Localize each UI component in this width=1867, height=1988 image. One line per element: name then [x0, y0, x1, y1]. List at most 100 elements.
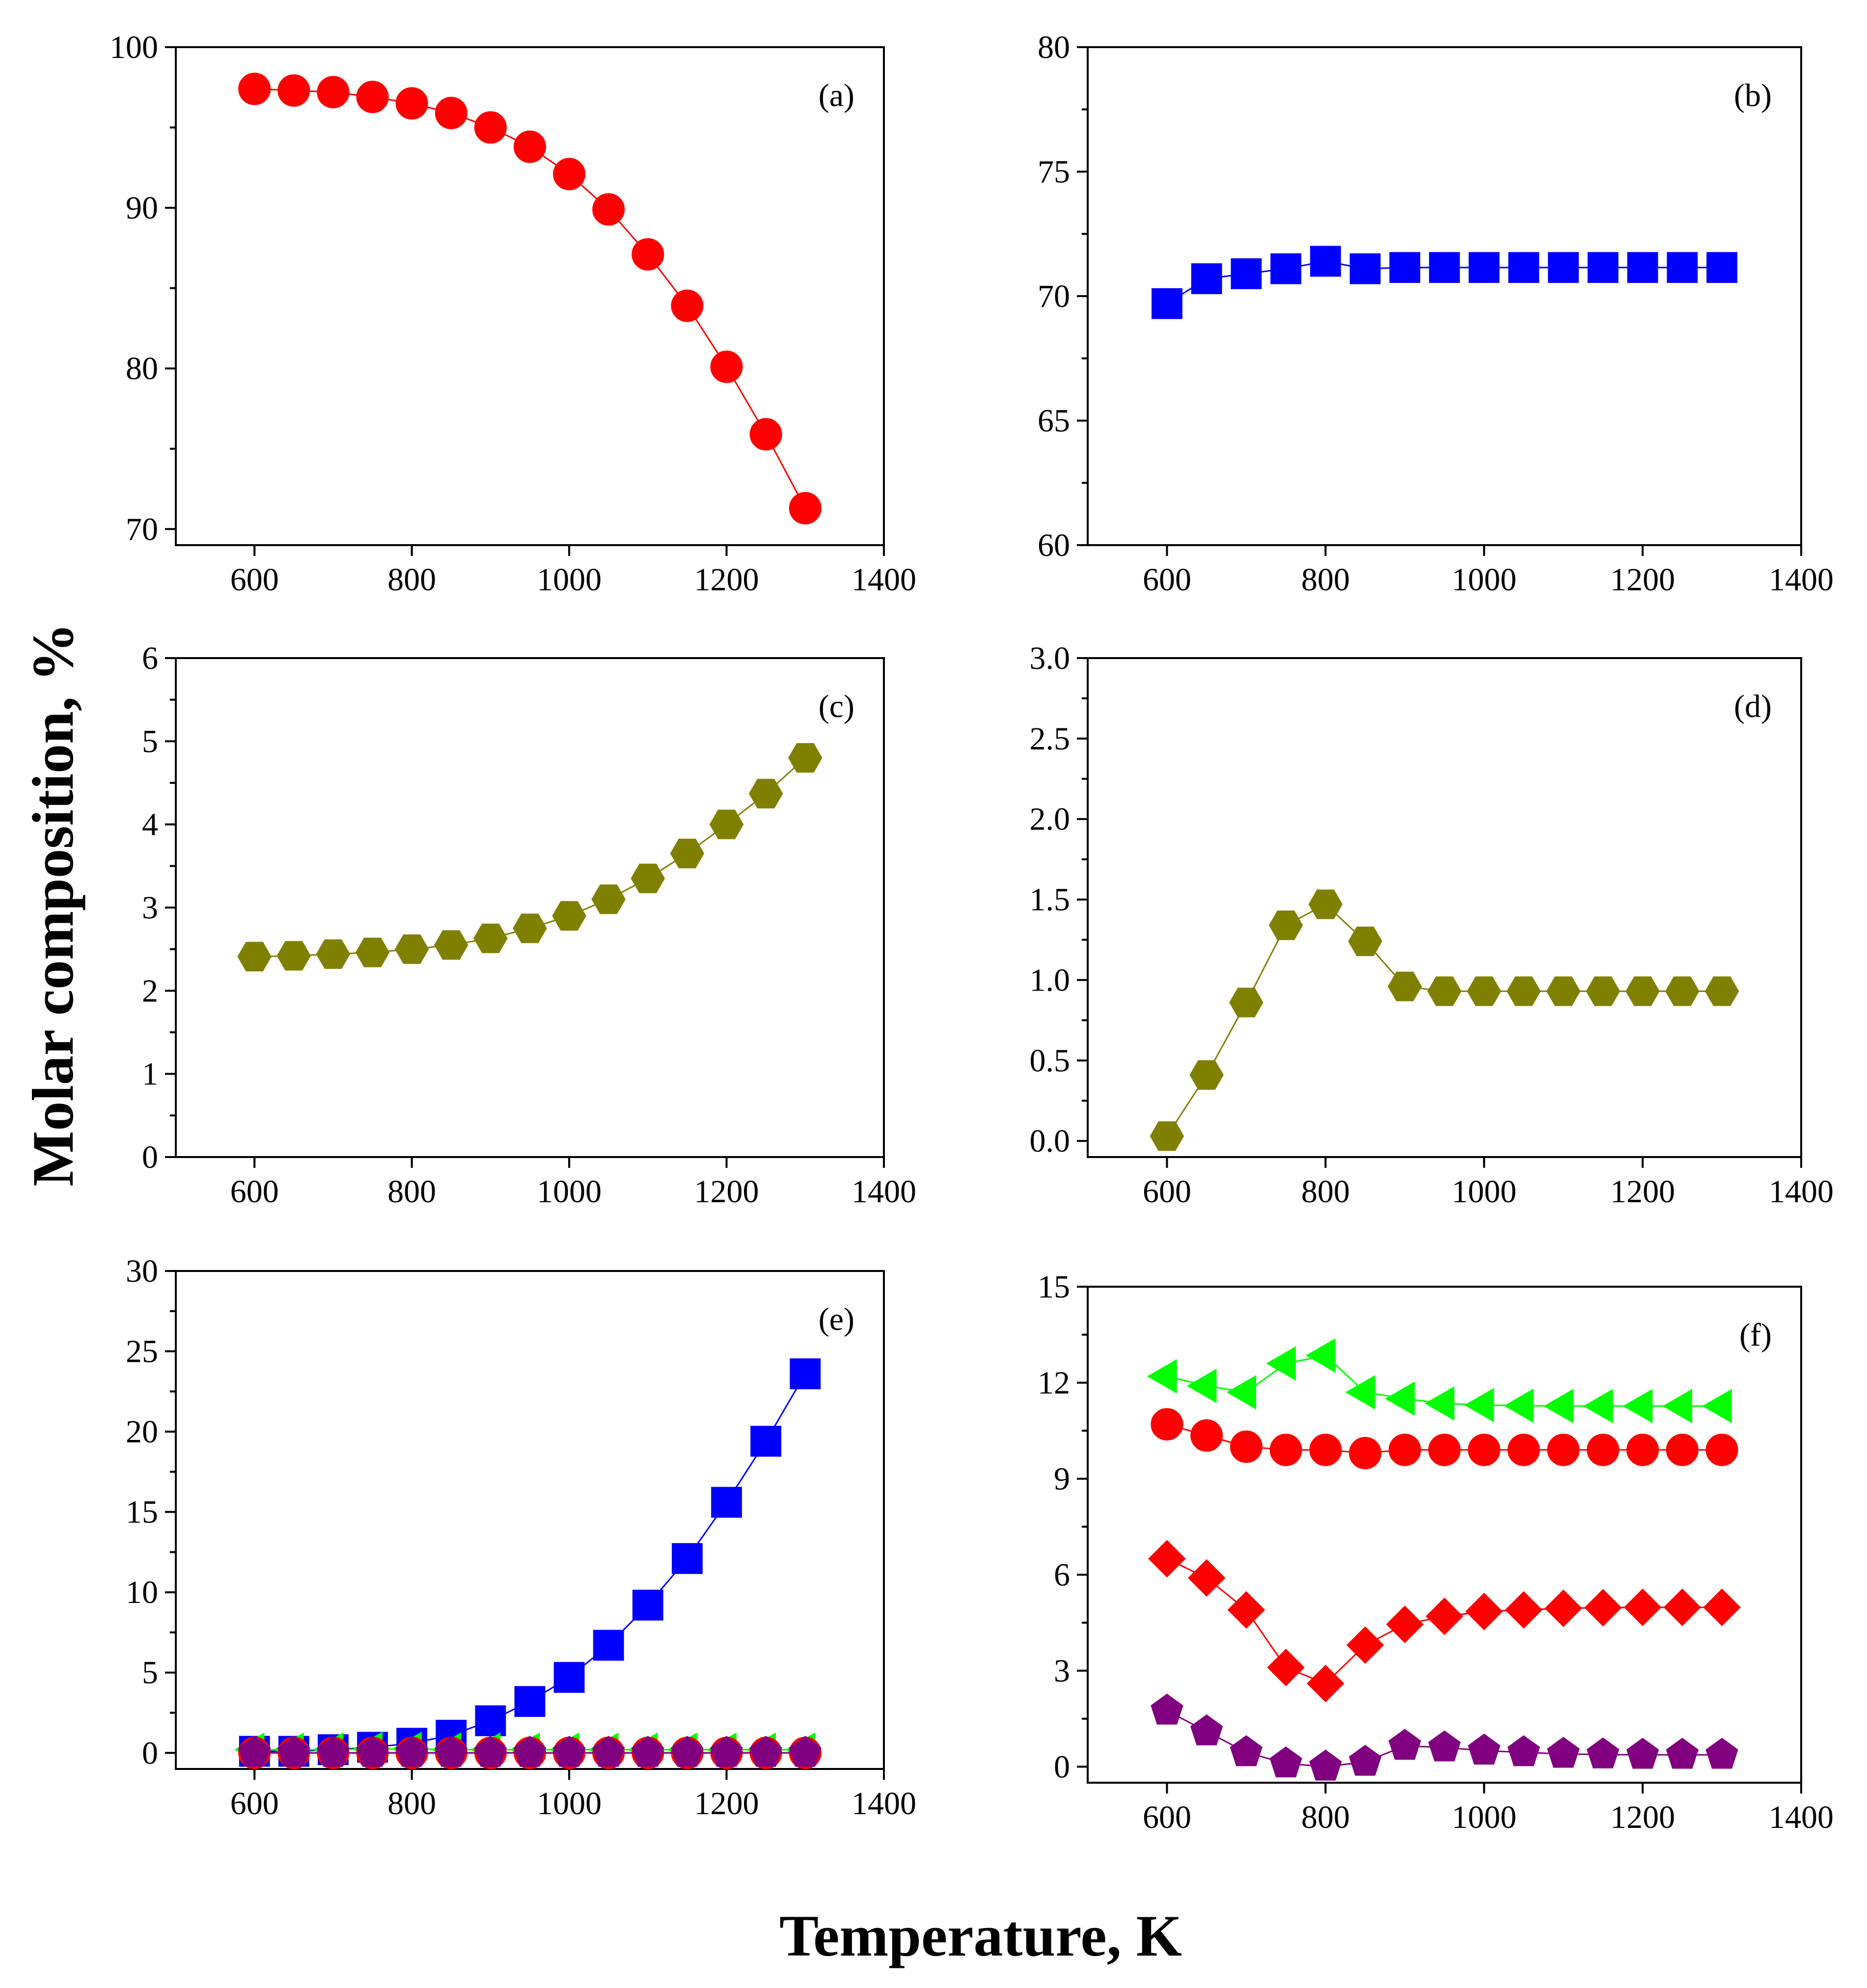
data-point	[1425, 1386, 1455, 1421]
data-point	[1310, 246, 1341, 277]
data-point	[1705, 1434, 1738, 1466]
data-point	[1308, 889, 1343, 919]
data-point	[790, 1358, 821, 1389]
data-point	[789, 1736, 822, 1767]
data-point	[1150, 1121, 1184, 1151]
data-point	[1345, 1375, 1375, 1410]
data-point	[1505, 1591, 1543, 1629]
y-tick-label: 3.0	[1030, 640, 1071, 676]
data-point	[1504, 1388, 1534, 1423]
data-point	[474, 111, 507, 144]
data-point	[1468, 252, 1500, 283]
data-point	[1547, 1434, 1580, 1466]
x-tick-label: 1400	[851, 1174, 916, 1210]
data-point	[748, 778, 783, 809]
data-point	[671, 289, 704, 322]
data-point	[317, 76, 350, 109]
data-point	[1147, 1359, 1177, 1394]
data-point	[1468, 1434, 1501, 1466]
x-tick-label: 1400	[851, 562, 916, 598]
data-point	[316, 939, 351, 969]
series-series-1	[237, 743, 823, 971]
data-point	[1386, 1605, 1424, 1643]
data-point	[1429, 252, 1460, 283]
data-point	[631, 238, 664, 271]
y-tick-label: 10	[126, 1574, 158, 1610]
y-tick-label: 25	[126, 1334, 158, 1370]
x-tick-label: 1200	[694, 562, 759, 598]
series-series-triangle	[1147, 1338, 1732, 1424]
data-point	[1468, 1733, 1501, 1765]
data-point	[1622, 1389, 1653, 1424]
data-point	[1269, 1746, 1302, 1778]
data-point	[475, 1705, 506, 1737]
x-tick-label: 1200	[694, 1786, 759, 1822]
data-point	[435, 97, 467, 130]
data-point	[1427, 976, 1462, 1006]
data-point	[394, 934, 429, 964]
data-point	[592, 193, 625, 226]
data-point	[553, 1736, 586, 1767]
data-point	[1663, 1588, 1702, 1627]
x-tick-label: 1000	[1452, 1799, 1516, 1835]
data-point	[1587, 1737, 1620, 1768]
data-point	[1186, 1368, 1217, 1404]
x-tick-label: 1400	[1769, 562, 1834, 598]
data-point	[1586, 976, 1620, 1006]
panel-a: 600 800 1000 1200 1400 70 80 90 100 (a)	[110, 29, 916, 598]
x-tick-label: 1200	[1610, 1174, 1675, 1210]
series-series-pentagon	[1151, 1693, 1738, 1781]
series-series-1	[1150, 889, 1739, 1151]
data-point	[237, 941, 272, 971]
series-series-circle	[1151, 1408, 1738, 1469]
data-point	[1428, 1730, 1461, 1762]
data-point	[1309, 1434, 1342, 1466]
data-point	[1626, 1738, 1659, 1769]
data-point	[317, 1736, 350, 1767]
data-point	[591, 884, 626, 914]
data-point	[1307, 1664, 1345, 1703]
data-point	[1231, 258, 1262, 289]
data-point	[1151, 1693, 1183, 1725]
y-tick-label: 0	[142, 1735, 158, 1771]
x-tick-label: 800	[387, 1174, 436, 1210]
data-point	[1706, 252, 1737, 283]
data-point	[1666, 1738, 1699, 1769]
x-tick-label: 1400	[1769, 1174, 1834, 1210]
data-point	[1266, 1346, 1296, 1381]
panel-f: 600 800 1000 1200 1400 0 3 6 9 12 15 (f)	[1038, 1269, 1834, 1835]
panel-label: (e)	[819, 1301, 854, 1337]
x-tick-label: 600	[230, 1174, 279, 1210]
data-point	[789, 492, 822, 525]
y-tick-label: 15	[1038, 1269, 1070, 1305]
y-tick-label: 6	[1054, 1557, 1070, 1593]
data-point	[553, 158, 586, 191]
x-tick-label: 800	[1301, 562, 1350, 598]
data-point	[513, 913, 547, 943]
data-point	[1226, 1375, 1257, 1410]
y-tick-label: 2.5	[1030, 721, 1071, 757]
data-point	[1507, 1735, 1540, 1767]
data-point	[1389, 252, 1421, 283]
plot-frame	[1087, 657, 1802, 1158]
data-point	[1665, 976, 1700, 1006]
data-point	[1583, 1389, 1613, 1424]
data-point	[632, 1589, 663, 1621]
data-point	[434, 930, 468, 960]
y-tick-label: 20	[126, 1414, 158, 1450]
data-point	[1666, 1434, 1699, 1466]
x-tick-label: 1000	[537, 1174, 602, 1210]
series-series-square	[239, 1358, 821, 1767]
plot-frame	[1087, 46, 1802, 546]
data-point	[1544, 1589, 1582, 1628]
x-tick-label: 1000	[537, 562, 602, 598]
data-point	[395, 1736, 428, 1767]
y-tick-label: 6	[142, 640, 158, 676]
data-point	[1507, 1434, 1540, 1466]
data-point	[1349, 1436, 1382, 1469]
x-tick-label: 800	[1301, 1174, 1350, 1210]
data-point	[1268, 911, 1303, 940]
series-series-pentagon	[238, 1736, 822, 1767]
y-tick-label: 1.0	[1030, 962, 1071, 998]
data-point	[435, 1736, 467, 1767]
